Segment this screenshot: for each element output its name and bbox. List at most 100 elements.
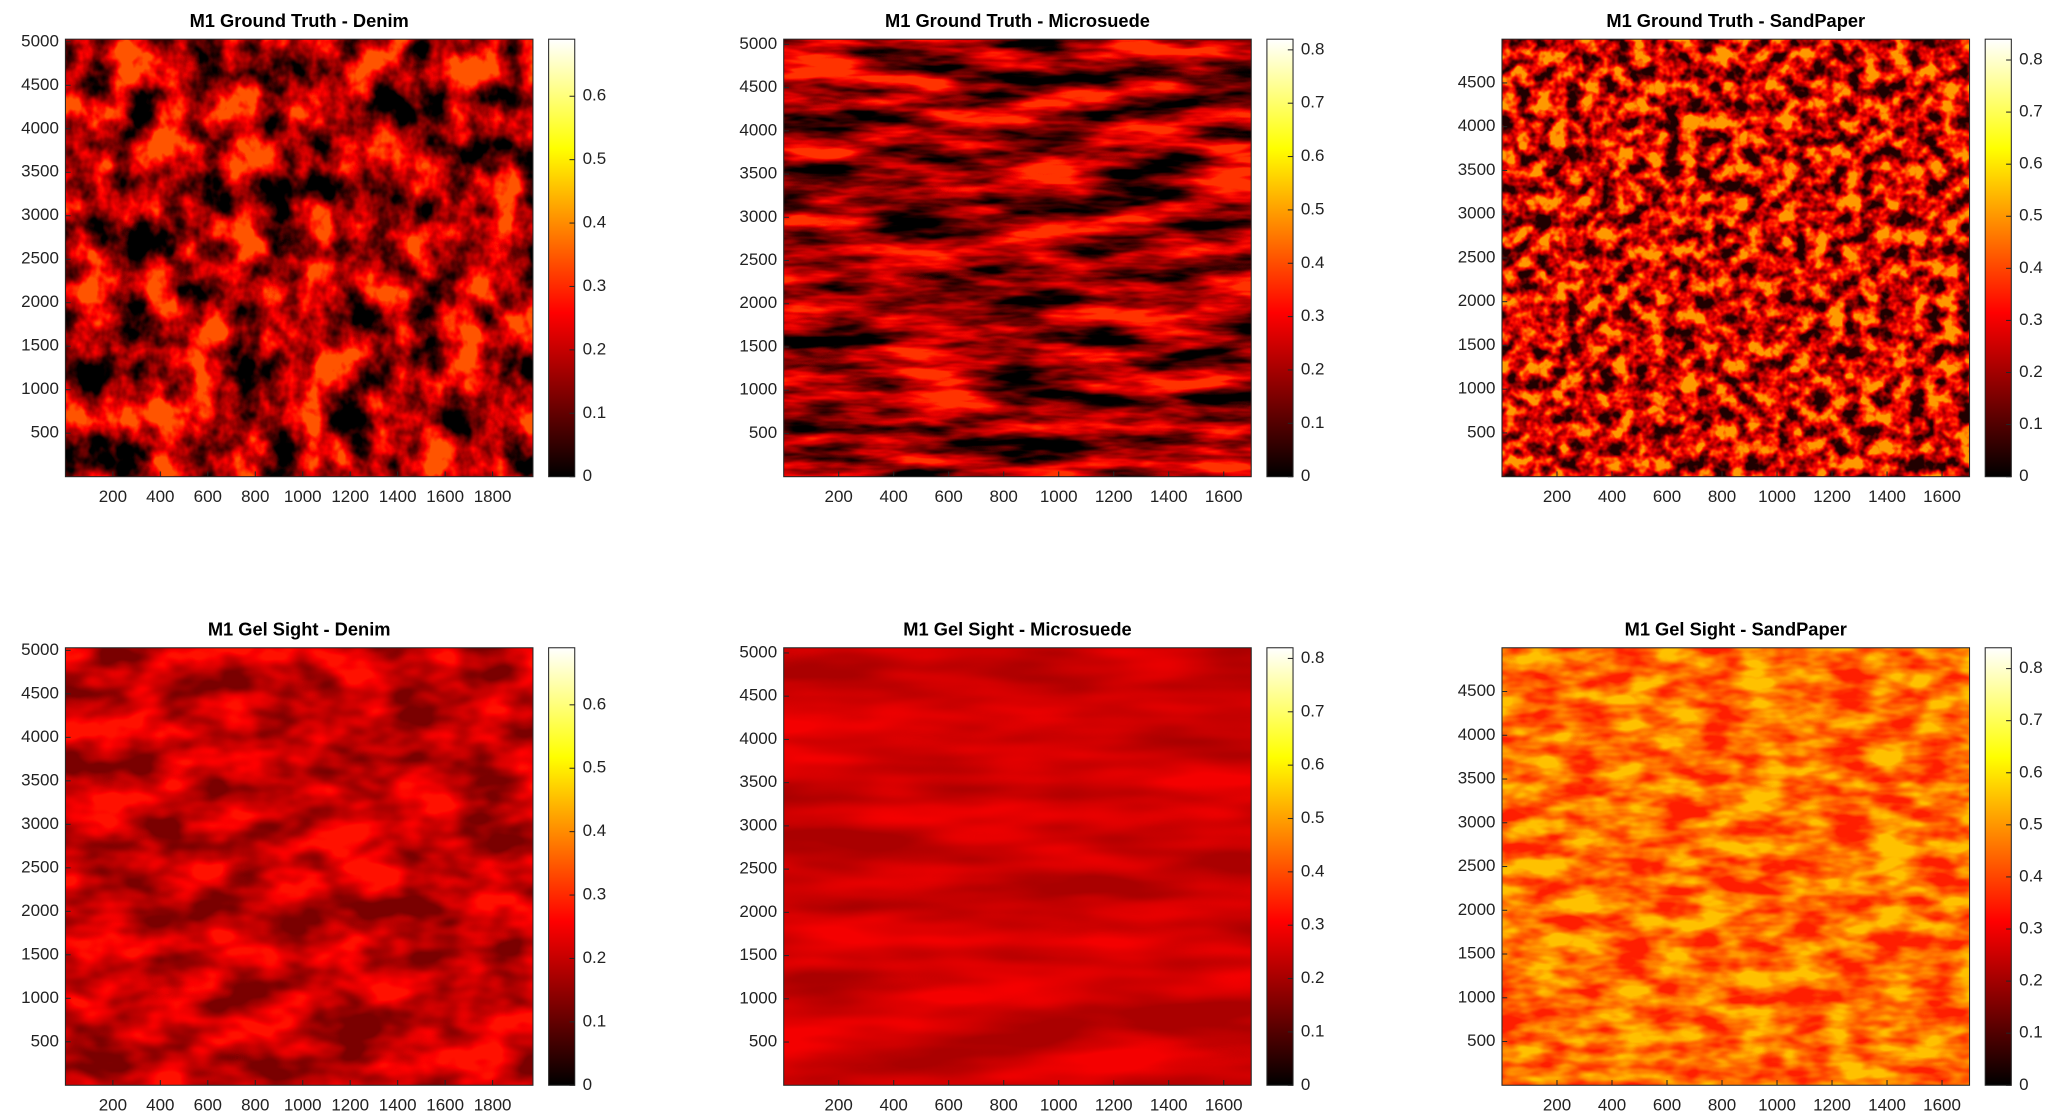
y-tick-label: 500 xyxy=(1467,1031,1495,1050)
subplot: M1 Gel Sight - SandPaper 200 400 600 800 1000… xyxy=(1458,619,2043,1114)
y-tick-label: 4500 xyxy=(739,686,777,705)
colorbar xyxy=(548,647,575,1086)
x-tick-label: 400 xyxy=(880,1096,908,1114)
x-tick-label: 200 xyxy=(825,1096,853,1114)
colorbar-tick-label: 0.5 xyxy=(2019,814,2043,833)
y-tick-label: 2000 xyxy=(21,901,59,920)
x-tick-label: 200 xyxy=(1543,487,1571,506)
x-tick-label: 1200 xyxy=(1095,1096,1133,1114)
heatmap-image xyxy=(65,647,533,1086)
colorbar-tick-label: 0.2 xyxy=(1301,359,1325,378)
colorbar xyxy=(1266,39,1294,477)
y-tick-label: 5000 xyxy=(739,642,777,661)
colorbar-tick-label: 0 xyxy=(583,1075,592,1094)
y-tick-label: 2500 xyxy=(21,249,59,268)
heatmap-image xyxy=(783,647,1252,1086)
y-tick-label: 2000 xyxy=(1458,291,1496,310)
colorbar-tick-label: 0.1 xyxy=(583,1011,607,1030)
x-tick-label: 1000 xyxy=(1040,487,1078,506)
colorbar-tick-label: 0.7 xyxy=(1301,701,1325,720)
x-tick-label: 200 xyxy=(99,1096,127,1114)
y-tick-label: 4500 xyxy=(739,77,777,96)
colorbar-frame xyxy=(1266,647,1294,1086)
x-tick-label: 600 xyxy=(1653,487,1681,506)
y-tick-label: 3000 xyxy=(21,814,59,833)
colorbar-tick-label: 0.6 xyxy=(1301,146,1325,165)
colorbar-tick-label: 0.2 xyxy=(2019,362,2043,381)
colorbar xyxy=(548,39,575,477)
colorbar-tick-label: 0.2 xyxy=(1301,968,1325,987)
x-tick-label: 1000 xyxy=(1040,1096,1078,1114)
axes-frame xyxy=(64,38,534,478)
y-tick-label: 2500 xyxy=(21,857,59,876)
y-tick-label: 2000 xyxy=(21,292,59,311)
colorbar-tick-label: 0 xyxy=(583,466,592,485)
y-tick-label: 3000 xyxy=(739,815,777,834)
x-tick-label: 400 xyxy=(1598,1096,1626,1114)
x-tick-label: 1600 xyxy=(1923,1096,1961,1114)
y-tick-label: 2500 xyxy=(739,859,777,878)
x-tick-label: 200 xyxy=(99,487,127,506)
colorbar-tick-label: 0.3 xyxy=(1301,306,1325,325)
x-tick-label: 800 xyxy=(1708,487,1736,506)
y-tick-label: 2000 xyxy=(739,902,777,921)
y-tick-label: 1000 xyxy=(739,380,777,399)
colorbar-tick-label: 0.6 xyxy=(1301,755,1325,774)
subplot: M1 Ground Truth - Denim 200 400 600 800 1000 1… xyxy=(21,10,606,506)
subplot-title: M1 Gel Sight - Microsuede xyxy=(903,619,1131,640)
colorbar-tick-label: 0.6 xyxy=(2019,762,2043,781)
x-tick-label: 1800 xyxy=(474,1096,512,1114)
colorbar-tick-label: 0.1 xyxy=(2019,414,2043,433)
subplot: M1 Gel Sight - Denim 200 400 600 800 1000 1200… xyxy=(21,619,606,1114)
x-tick-label: 1400 xyxy=(1150,487,1188,506)
axes-frame xyxy=(783,38,1252,478)
y-tick-label: 1500 xyxy=(739,945,777,964)
x-tick-label: 1400 xyxy=(1868,487,1906,506)
x-tick-label: 400 xyxy=(146,487,174,506)
x-tick-label: 1800 xyxy=(474,487,512,506)
y-tick-label: 3000 xyxy=(1458,204,1496,223)
y-tick-label: 2500 xyxy=(739,250,777,269)
x-tick-label: 800 xyxy=(990,487,1018,506)
x-tick-label: 600 xyxy=(935,1096,963,1114)
x-tick-label: 400 xyxy=(146,1096,174,1114)
subplot-title: M1 Ground Truth - Microsuede xyxy=(885,10,1150,31)
subplot-title: M1 Gel Sight - SandPaper xyxy=(1625,619,1847,640)
colorbar-tick-label: 0 xyxy=(1301,466,1310,485)
y-tick-label: 5000 xyxy=(739,34,777,53)
y-tick-label: 1000 xyxy=(739,988,777,1007)
y-tick-label: 4500 xyxy=(1458,681,1496,700)
colorbar-tick-label: 0.2 xyxy=(583,948,607,967)
y-tick-label: 4500 xyxy=(1458,72,1496,91)
y-tick-label: 2000 xyxy=(1458,900,1496,919)
colorbar-tick-label: 0.1 xyxy=(583,403,607,422)
colorbar-tick-label: 0.3 xyxy=(2019,919,2043,938)
colorbar-tick-label: 0.1 xyxy=(1301,1021,1325,1040)
colorbar-tick-label: 0.5 xyxy=(2019,206,2043,225)
x-tick-label: 800 xyxy=(241,1096,269,1114)
colorbar-tick-label: 0.2 xyxy=(2019,971,2043,990)
y-tick-label: 2500 xyxy=(1458,856,1496,875)
colorbar-tick-label: 0.5 xyxy=(583,758,607,777)
y-tick-label: 500 xyxy=(31,1031,59,1050)
y-tick-label: 4000 xyxy=(739,729,777,748)
y-tick-label: 4000 xyxy=(739,120,777,139)
x-tick-label: 1600 xyxy=(426,1096,464,1114)
subplot: M1 Ground Truth - Microsuede 200 400 600 800… xyxy=(739,10,1324,506)
y-tick-label: 500 xyxy=(749,1032,777,1051)
colorbar-tick-label: 0 xyxy=(2019,466,2028,485)
subplot-title: M1 Ground Truth - Denim xyxy=(190,10,409,31)
x-tick-label: 200 xyxy=(825,487,853,506)
colorbar-tick-label: 0.8 xyxy=(2019,658,2043,677)
y-tick-label: 5000 xyxy=(21,31,59,50)
colorbar-tick-label: 0.7 xyxy=(2019,710,2043,729)
x-tick-label: 1200 xyxy=(331,1096,369,1114)
x-tick-label: 800 xyxy=(241,487,269,506)
y-tick-label: 3500 xyxy=(739,772,777,791)
subplot: M1 Gel Sight - Microsuede 200 400 600 800 100… xyxy=(739,619,1324,1114)
colorbar-tick-label: 0 xyxy=(1301,1075,1310,1094)
x-tick-label: 600 xyxy=(194,487,222,506)
y-tick-label: 500 xyxy=(1467,422,1495,441)
